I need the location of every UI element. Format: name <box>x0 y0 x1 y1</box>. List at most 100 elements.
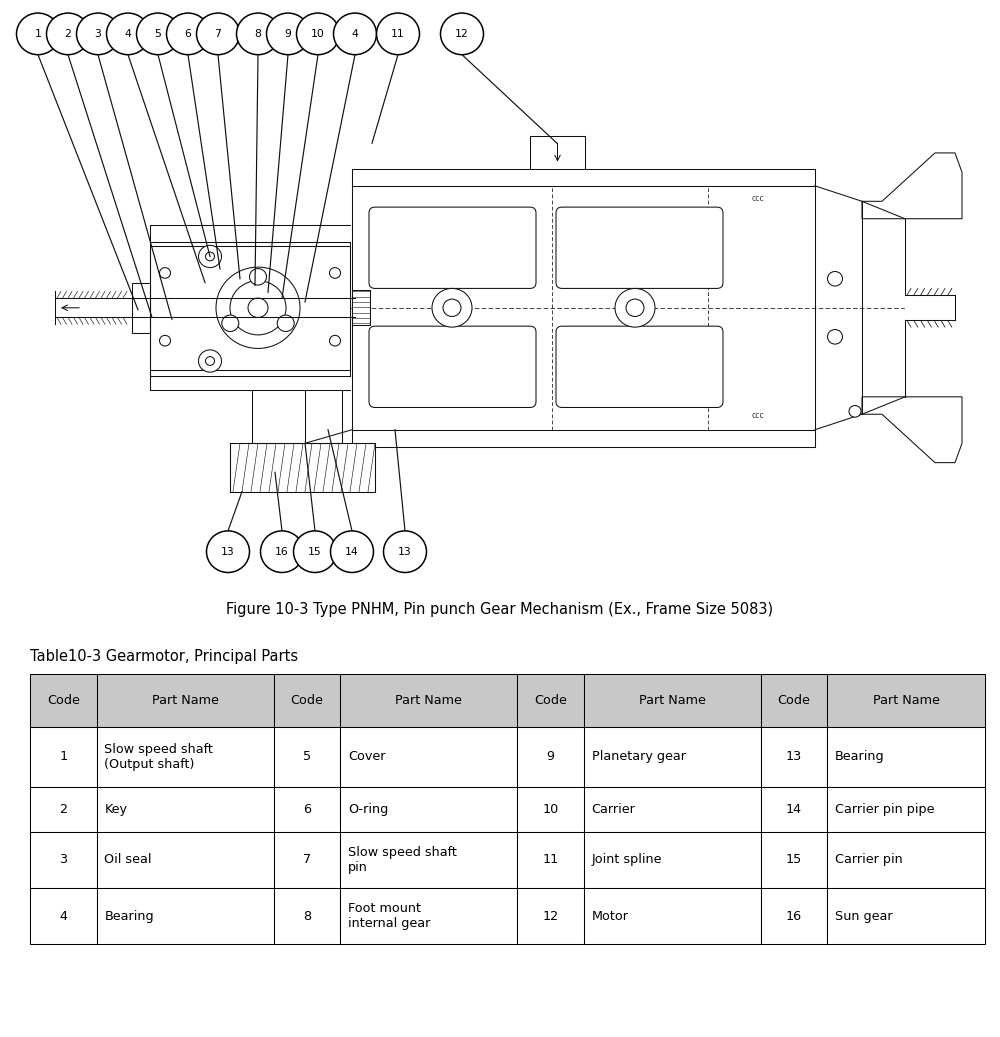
Bar <box>274 674 340 727</box>
FancyBboxPatch shape <box>369 327 536 408</box>
Text: 6: 6 <box>185 29 191 38</box>
Text: 1: 1 <box>35 29 41 38</box>
Bar <box>340 832 517 888</box>
Circle shape <box>330 531 374 572</box>
Circle shape <box>294 531 336 572</box>
Text: 2: 2 <box>59 803 67 816</box>
Text: 16: 16 <box>786 909 802 923</box>
Circle shape <box>440 13 484 55</box>
Bar <box>30 888 97 945</box>
Text: Code: Code <box>291 694 323 707</box>
Bar <box>97 674 274 727</box>
Bar <box>761 888 827 945</box>
Text: CCC: CCC <box>752 196 764 202</box>
Text: 12: 12 <box>455 29 469 38</box>
Circle shape <box>376 13 420 55</box>
Text: 9: 9 <box>546 750 554 763</box>
Bar <box>827 832 985 888</box>
Circle shape <box>160 335 170 346</box>
Bar <box>97 888 274 945</box>
Text: Motor: Motor <box>592 909 629 923</box>
Circle shape <box>206 357 214 365</box>
Text: 13: 13 <box>221 546 235 557</box>
Circle shape <box>828 272 842 286</box>
Text: 10: 10 <box>542 803 559 816</box>
Circle shape <box>237 13 280 55</box>
Text: O-ring: O-ring <box>348 803 388 816</box>
Text: 7: 7 <box>215 29 221 38</box>
Text: Planetary gear: Planetary gear <box>592 750 686 763</box>
Text: 2: 2 <box>65 29 71 38</box>
Text: Oil seal: Oil seal <box>104 853 152 866</box>
Bar <box>97 787 274 832</box>
Text: 12: 12 <box>542 909 559 923</box>
Circle shape <box>266 13 310 55</box>
Text: 7: 7 <box>303 853 311 866</box>
Circle shape <box>260 531 304 572</box>
Bar <box>584 888 761 945</box>
Text: 4: 4 <box>125 29 131 38</box>
Text: 8: 8 <box>255 29 261 38</box>
Text: Part Name: Part Name <box>152 694 219 707</box>
Circle shape <box>626 299 644 316</box>
Text: Bearing: Bearing <box>835 750 885 763</box>
Text: Table10-3 Gearmotor, Principal Parts: Table10-3 Gearmotor, Principal Parts <box>30 649 298 664</box>
Text: Key: Key <box>104 803 127 816</box>
Bar <box>827 888 985 945</box>
Bar <box>827 727 985 787</box>
Bar <box>340 787 517 832</box>
Bar <box>517 727 584 787</box>
Circle shape <box>248 298 268 317</box>
Circle shape <box>384 531 426 572</box>
Text: Foot mount
internal gear: Foot mount internal gear <box>348 902 430 930</box>
Circle shape <box>849 405 861 417</box>
Text: Sun gear: Sun gear <box>835 909 893 923</box>
Circle shape <box>432 288 472 327</box>
Text: 15: 15 <box>786 853 802 866</box>
Text: 1: 1 <box>59 750 67 763</box>
Circle shape <box>136 13 180 55</box>
Bar <box>761 727 827 787</box>
FancyBboxPatch shape <box>556 327 723 408</box>
Bar <box>30 727 97 787</box>
Bar <box>274 888 340 945</box>
Bar <box>584 787 761 832</box>
Bar <box>517 888 584 945</box>
Circle shape <box>206 252 214 261</box>
Bar <box>274 832 340 888</box>
Bar <box>230 443 375 492</box>
Circle shape <box>160 268 170 278</box>
Text: 8: 8 <box>303 909 311 923</box>
Text: 5: 5 <box>303 750 311 763</box>
Bar <box>827 674 985 727</box>
FancyBboxPatch shape <box>556 207 723 288</box>
Circle shape <box>330 335 340 346</box>
Text: Slow speed shaft
(Output shaft): Slow speed shaft (Output shaft) <box>104 742 213 770</box>
Text: Code: Code <box>47 694 80 707</box>
Polygon shape <box>862 397 962 463</box>
Circle shape <box>230 281 286 335</box>
Circle shape <box>330 268 340 278</box>
Circle shape <box>222 315 239 332</box>
Text: 14: 14 <box>345 546 359 557</box>
Bar <box>584 674 761 727</box>
Bar <box>340 674 517 727</box>
Circle shape <box>16 13 60 55</box>
Circle shape <box>443 299 461 316</box>
Text: Part Name: Part Name <box>873 694 940 707</box>
Text: 13: 13 <box>786 750 802 763</box>
Circle shape <box>250 269 266 285</box>
Text: 3: 3 <box>59 853 67 866</box>
Text: 3: 3 <box>95 29 101 38</box>
Text: Carrier pin pipe: Carrier pin pipe <box>835 803 935 816</box>
Text: 4: 4 <box>59 909 67 923</box>
Bar <box>97 727 274 787</box>
Circle shape <box>46 13 90 55</box>
Bar <box>150 246 350 370</box>
Circle shape <box>166 13 210 55</box>
Text: Carrier: Carrier <box>592 803 635 816</box>
Text: 13: 13 <box>398 546 412 557</box>
Bar <box>274 787 340 832</box>
Text: Part Name: Part Name <box>639 694 706 707</box>
Circle shape <box>76 13 120 55</box>
